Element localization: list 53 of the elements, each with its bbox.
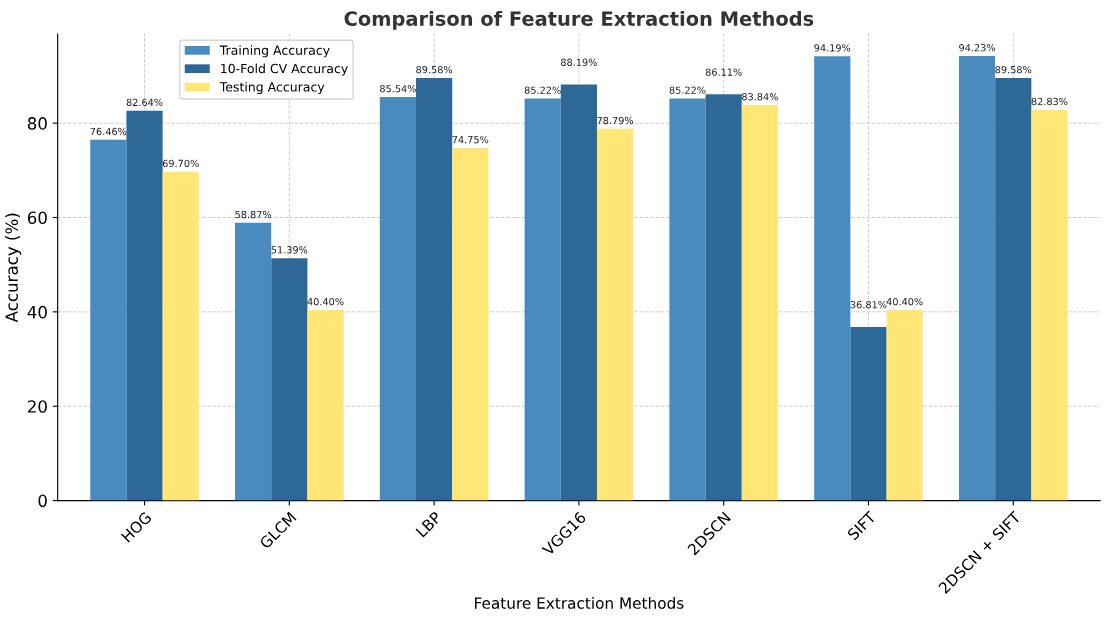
data-label: 86.11% bbox=[705, 68, 742, 76]
data-label: 76.46% bbox=[90, 127, 127, 136]
bar bbox=[235, 222, 272, 501]
data-label: 85.22% bbox=[669, 86, 706, 94]
data-label: 83.84% bbox=[742, 93, 778, 101]
bar bbox=[741, 105, 778, 501]
y-tick-label: 0 bbox=[38, 494, 47, 508]
bar bbox=[452, 147, 489, 501]
bar bbox=[524, 98, 561, 501]
bar bbox=[958, 56, 996, 501]
bar bbox=[271, 258, 308, 501]
data-label: 89.58% bbox=[995, 65, 1032, 74]
bar bbox=[814, 56, 851, 501]
bar bbox=[90, 139, 127, 501]
bar bbox=[995, 77, 1032, 501]
y-tick-label: 60 bbox=[27, 211, 47, 225]
bar bbox=[379, 97, 417, 501]
data-label: 88.19% bbox=[561, 58, 597, 66]
x-axis-title: Feature Extraction Methods bbox=[475, 597, 684, 609]
chart-title: Comparison of Feature Extraction Methods bbox=[344, 10, 814, 30]
data-label: 94.23% bbox=[959, 44, 996, 52]
data-label: 69.70% bbox=[162, 159, 199, 168]
y-tick-label: 40 bbox=[27, 305, 47, 319]
data-label: 36.81% bbox=[850, 301, 887, 309]
legend-label: Training Accuracy bbox=[219, 45, 330, 58]
data-label: 74.75% bbox=[452, 135, 489, 144]
data-label: 85.54% bbox=[380, 85, 416, 93]
data-label: 40.40% bbox=[307, 297, 344, 306]
y-axis-title: Accuracy (%) bbox=[5, 213, 22, 323]
legend-label: Testing Accuracy bbox=[219, 81, 325, 95]
data-label: 82.64% bbox=[126, 98, 163, 107]
bar bbox=[307, 309, 344, 501]
legend-label: 10-Fold CV Accuracy bbox=[221, 63, 348, 76]
data-label: 58.87% bbox=[235, 210, 272, 219]
data-label: 82.83% bbox=[1031, 97, 1068, 106]
data-label: 94.19% bbox=[814, 44, 851, 52]
bar bbox=[560, 84, 597, 501]
bar bbox=[162, 171, 199, 501]
bar bbox=[597, 128, 634, 501]
bar bbox=[850, 326, 887, 501]
data-label: 78.79% bbox=[597, 116, 634, 125]
data-label: 89.58% bbox=[416, 65, 453, 74]
bar bbox=[126, 110, 163, 501]
data-label: 85.22% bbox=[524, 86, 561, 94]
bar bbox=[705, 94, 742, 501]
bar bbox=[1031, 109, 1068, 501]
data-label: 51.39% bbox=[271, 246, 308, 254]
y-tick-label: 20 bbox=[27, 400, 47, 413]
y-tick-label: 80 bbox=[27, 117, 47, 130]
bar bbox=[416, 77, 453, 501]
bar bbox=[669, 98, 706, 501]
data-label: 40.40% bbox=[886, 297, 923, 306]
bar bbox=[886, 309, 923, 501]
